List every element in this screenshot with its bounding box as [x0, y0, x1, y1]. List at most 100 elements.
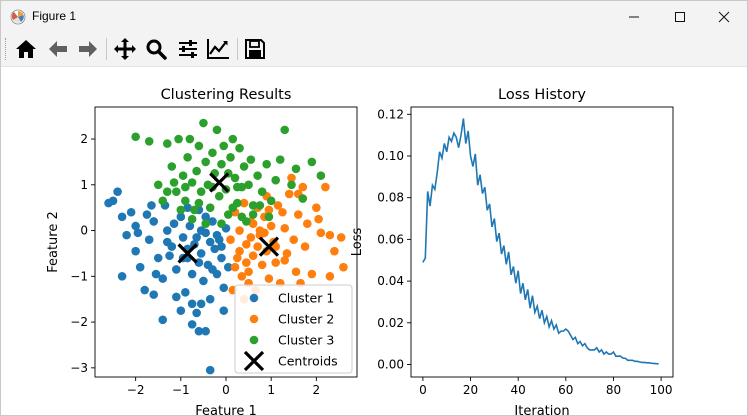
cluster-3-point: [287, 180, 296, 190]
cluster-2-point: [300, 242, 310, 251]
cluster-1-point: [187, 320, 197, 329]
close-button[interactable]: [701, 1, 747, 32]
cluster-3-point: [183, 153, 192, 162]
home-button[interactable]: [13, 36, 39, 62]
legend-label-cluster-2: Cluster 2: [278, 312, 334, 327]
cluster-1-point: [142, 210, 152, 219]
loss-yaxis-label: Loss: [350, 228, 365, 257]
cluster-3-point: [255, 201, 265, 210]
cluster-2-point: [237, 272, 247, 281]
cluster-1-point: [131, 246, 140, 256]
cluster-2-point: [280, 256, 290, 265]
cluster-3-point: [316, 171, 326, 180]
back-button[interactable]: [45, 36, 71, 62]
cluster-2-point: [291, 267, 301, 277]
configure-subplots-button[interactable]: [175, 36, 201, 62]
figure-canvas[interactable]: Clustering Results −2 −1 0 1 2 2 1 0 −1 −2 −3 Featur…: [1, 67, 747, 415]
loss-ytick-label: 0.02: [377, 316, 404, 330]
loss-ytick-label: 0.06: [377, 232, 404, 246]
cluster-2-point: [255, 226, 265, 235]
zoom-button[interactable]: [143, 36, 169, 62]
magnifier-icon: [146, 39, 167, 60]
cluster-1-point: [205, 365, 215, 375]
cluster-3-point: [181, 196, 190, 206]
cluster-2-point: [303, 219, 312, 228]
loss-ytick-label: 0.10: [377, 149, 404, 163]
cluster-1-point: [149, 290, 159, 299]
navigation-toolbar: [1, 32, 747, 67]
cluster-3-point: [232, 182, 242, 192]
toolbar-grip: [5, 38, 8, 60]
cluster-3-point: [248, 201, 258, 210]
loss-xtick-label: 20: [463, 383, 478, 397]
cluster-3-point: [201, 219, 210, 228]
cluster-3-point: [217, 219, 226, 228]
cluster-3-point: [162, 139, 172, 148]
cluster-3-point: [190, 205, 199, 215]
cluster-2-point: [257, 260, 267, 270]
toolbar-separator: [237, 38, 238, 60]
cluster-3-point: [223, 210, 233, 219]
cluster-3-point: [228, 203, 238, 212]
scatter-ytick-label: −2: [70, 315, 88, 329]
window-title: Figure 1: [32, 9, 77, 23]
save-button[interactable]: [242, 36, 268, 62]
cluster-3-point: [248, 210, 258, 219]
pan-button[interactable]: [112, 36, 138, 62]
cluster-3-point: [199, 118, 208, 128]
cluster-1-point: [149, 217, 159, 226]
cluster-1-point: [162, 226, 172, 235]
cluster-3-point: [174, 134, 183, 144]
legend-centroid-marker: [243, 350, 265, 372]
cluster-2-point: [248, 219, 258, 228]
cluster-3-point: [264, 212, 274, 222]
cluster-1-point: [185, 221, 195, 231]
cluster-3-point: [212, 125, 222, 135]
cluster-1-point: [117, 212, 127, 222]
cluster-3-point: [185, 134, 195, 144]
cluster-3-point: [205, 203, 215, 212]
cluster-1-point: [172, 265, 181, 274]
cluster-2-point: [314, 214, 323, 224]
sliders-icon: [179, 40, 197, 58]
cluster-1-point: [196, 299, 206, 309]
matplotlib-logo-icon: [10, 9, 26, 25]
maximize-icon: [675, 11, 685, 22]
cluster-1-point: [178, 233, 188, 242]
minimize-button[interactable]: [611, 1, 657, 32]
cluster-3-point: [307, 157, 317, 167]
cluster-3-point: [201, 157, 210, 167]
edit-axes-button[interactable]: [205, 36, 231, 62]
cluster-1-point: [181, 288, 190, 297]
cluster-3-point: [169, 178, 179, 187]
cluster-1-point: [219, 283, 229, 293]
cluster-1-point: [208, 265, 217, 274]
cluster-2-point: [284, 189, 294, 199]
cluster-1-point: [223, 262, 233, 272]
cluster-1-point: [176, 306, 186, 315]
legend-label-cluster-1: Cluster 1: [278, 291, 334, 306]
loss-axes-frame: [410, 106, 674, 378]
cluster-3-point: [196, 187, 206, 196]
cluster-1-point: [196, 249, 206, 258]
scatter-xaxis-label: Feature 1: [195, 404, 257, 415]
loss-xtick-label: 40: [511, 383, 526, 397]
cluster-2-point: [336, 233, 346, 242]
cluster-1-point: [158, 274, 168, 283]
cluster-3-point: [253, 171, 262, 180]
cluster-3-point: [208, 148, 217, 158]
cluster-1-point: [210, 244, 220, 254]
scatter-ytick-label: 1: [80, 178, 88, 192]
maximize-button[interactable]: [657, 1, 703, 32]
cluster-3-point: [176, 205, 186, 215]
cluster-2-point: [232, 253, 242, 263]
cluster-2-point: [282, 249, 292, 258]
forward-button[interactable]: [75, 36, 101, 62]
cluster-1-point: [194, 326, 204, 336]
cluster-2-point: [226, 235, 235, 245]
floppy-disk-icon: [245, 39, 265, 59]
cluster-3-point: [244, 180, 253, 190]
cluster-1-point: [122, 230, 131, 240]
cluster-1-point: [144, 235, 154, 245]
